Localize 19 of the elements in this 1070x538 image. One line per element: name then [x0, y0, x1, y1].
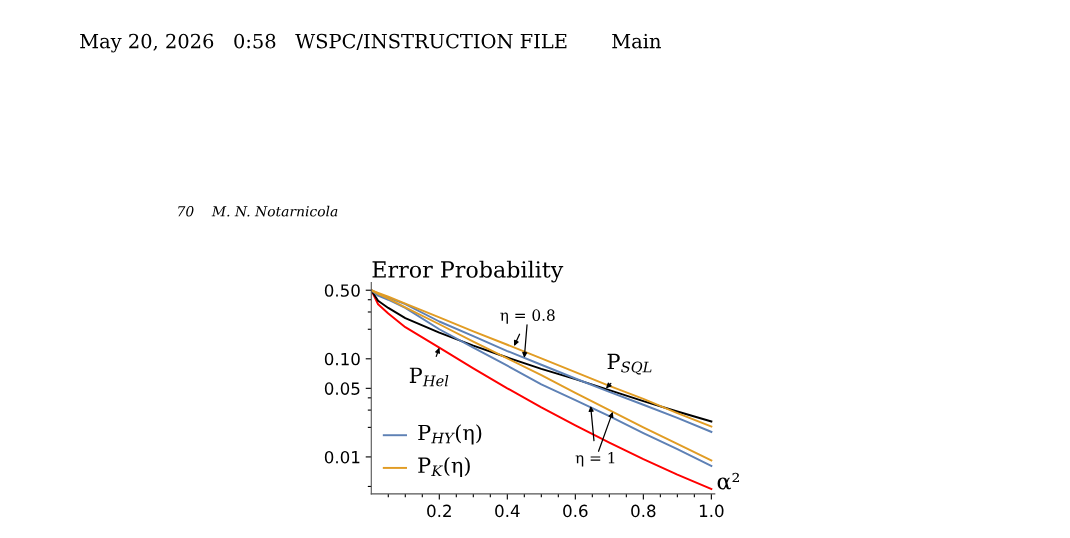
y-tick-label: 0.01 — [324, 450, 360, 464]
y-tick-label: 0.50 — [324, 284, 360, 297]
text: 70 M. N. Notarnicola — [178, 205, 338, 217]
x-tick-label: 1.0 — [699, 504, 724, 518]
annotation: η = 0.8 — [500, 309, 555, 324]
x-tick-label: 0.4 — [495, 504, 520, 518]
annotation: P$_{SQL}$ — [607, 353, 652, 375]
annotation: P$_{Hel}$ — [409, 367, 449, 387]
x-tick-label: 0.2 — [427, 504, 451, 518]
chart-title: Error Probability — [372, 260, 564, 283]
text: May 20, 2026 0:58 WSPC/INSTRUCTION FILE Main — [80, 33, 661, 53]
y-tick-label: 0.05 — [324, 382, 360, 395]
y-tick-label: 0.10 — [324, 352, 360, 366]
legend-label: P$_{HY}$(η) — [418, 424, 482, 445]
x-axis-title: α² — [717, 472, 739, 490]
x-tick-label: 0.8 — [631, 504, 656, 518]
annotation: η = 1 — [575, 451, 615, 467]
legend-label: P$_{K}$(η) — [418, 456, 470, 478]
x-tick-label: 0.6 — [563, 504, 588, 518]
